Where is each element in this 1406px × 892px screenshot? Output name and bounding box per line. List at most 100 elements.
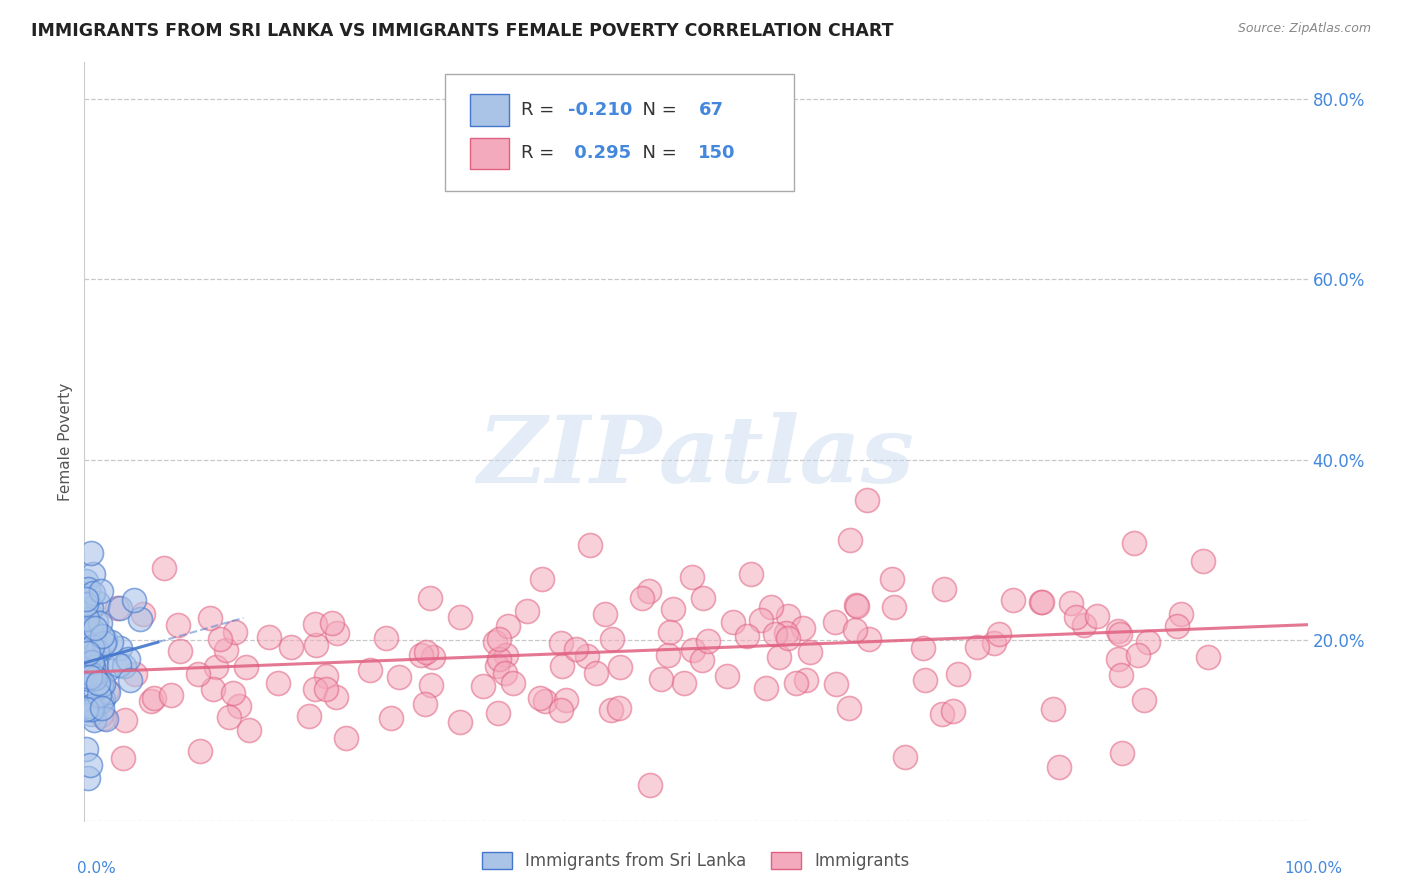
Text: 0.295: 0.295 <box>568 145 631 162</box>
Point <box>75 641 97 656</box>
Point <box>415 645 437 659</box>
Point <box>222 686 245 700</box>
Text: 150: 150 <box>699 145 735 162</box>
Point <box>681 570 703 584</box>
Point <box>550 636 572 650</box>
Point <box>650 673 672 687</box>
Point <box>80 706 103 721</box>
Point <box>77 646 100 660</box>
Point <box>662 602 685 616</box>
Point <box>93 633 115 648</box>
Point <box>721 615 744 630</box>
Point <box>77 672 100 686</box>
Point <box>83 713 105 727</box>
Point <box>82 660 104 674</box>
Point <box>82 668 104 682</box>
Point <box>838 533 860 547</box>
Text: 0.0%: 0.0% <box>77 861 117 876</box>
Point <box>682 642 704 657</box>
Point <box>856 493 879 508</box>
Point <box>96 682 118 697</box>
Point <box>238 723 260 737</box>
Point <box>409 648 432 662</box>
Point <box>77 656 100 670</box>
Point <box>129 612 152 626</box>
Text: -0.210: -0.210 <box>568 101 631 120</box>
Point <box>90 584 112 599</box>
Point <box>215 643 238 657</box>
Point <box>228 698 250 713</box>
Point <box>607 701 630 715</box>
Point <box>495 648 517 662</box>
Point <box>1109 626 1132 640</box>
Point <box>593 607 616 621</box>
Point <box>858 632 880 646</box>
Point <box>82 702 104 716</box>
Point <box>79 669 101 683</box>
Point <box>93 711 115 725</box>
Text: R =: R = <box>522 145 560 162</box>
Point <box>325 690 347 704</box>
Point <box>82 585 104 599</box>
Point <box>108 600 131 615</box>
Point <box>83 633 105 648</box>
Point <box>266 675 288 690</box>
Point <box>1137 634 1160 648</box>
Point <box>600 632 623 647</box>
Point <box>77 771 100 785</box>
Text: N =: N = <box>631 145 683 162</box>
Point <box>315 669 337 683</box>
Point <box>1128 648 1150 662</box>
Point <box>422 650 444 665</box>
Point <box>844 624 866 638</box>
Text: N =: N = <box>631 101 683 120</box>
Point <box>988 627 1011 641</box>
Point <box>84 615 107 629</box>
Point <box>934 582 956 597</box>
Point <box>845 599 868 614</box>
Point <box>755 681 778 695</box>
Legend: Immigrants from Sri Lanka, Immigrants: Immigrants from Sri Lanka, Immigrants <box>475 846 917 877</box>
Point <box>1029 595 1052 609</box>
Point <box>516 604 538 618</box>
Point <box>1087 608 1109 623</box>
Point <box>305 638 328 652</box>
Point <box>1197 649 1219 664</box>
Point <box>298 708 321 723</box>
Point <box>749 613 772 627</box>
Bar <box>470 95 509 126</box>
Point <box>91 629 114 643</box>
Point <box>76 612 98 626</box>
Text: 67: 67 <box>699 101 724 120</box>
Point <box>82 640 104 655</box>
Point <box>167 617 190 632</box>
Point <box>1073 618 1095 632</box>
Point <box>169 643 191 657</box>
Point <box>75 622 97 636</box>
Point <box>87 596 110 610</box>
Point <box>83 702 105 716</box>
Point <box>257 630 280 644</box>
Point <box>775 626 797 640</box>
Point <box>80 545 103 559</box>
Point <box>658 625 681 640</box>
Point <box>208 632 231 647</box>
Point <box>100 634 122 648</box>
Text: ZIPatlas: ZIPatlas <box>478 412 914 501</box>
Point <box>280 640 302 655</box>
Point <box>84 672 107 686</box>
Point <box>696 634 718 648</box>
Point <box>335 731 357 746</box>
Point <box>486 659 509 673</box>
Point <box>235 660 257 674</box>
Point <box>768 650 790 665</box>
Point <box>794 673 817 687</box>
Point <box>419 591 441 605</box>
Point <box>1064 610 1087 624</box>
Point <box>494 666 516 681</box>
Point <box>82 566 104 581</box>
Point <box>76 582 98 596</box>
Point <box>124 667 146 681</box>
Point <box>911 640 934 655</box>
Point <box>321 616 343 631</box>
